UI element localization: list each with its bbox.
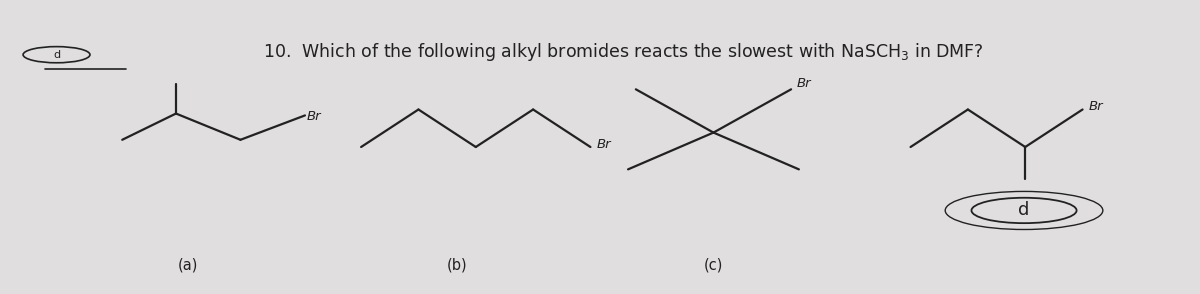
Text: (a): (a): [178, 258, 198, 273]
Text: Br: Br: [1088, 100, 1103, 113]
Text: d: d: [53, 50, 60, 60]
Text: Br: Br: [307, 110, 322, 123]
Text: Br: Br: [596, 138, 611, 151]
Text: d: d: [1019, 201, 1030, 219]
Text: 10.  Which of the following alkyl bromides reacts the slowest with NaSCH$_3$ in : 10. Which of the following alkyl bromide…: [264, 41, 984, 63]
Text: (c): (c): [703, 258, 724, 273]
Text: Br: Br: [797, 77, 811, 90]
Text: (b): (b): [446, 258, 467, 273]
